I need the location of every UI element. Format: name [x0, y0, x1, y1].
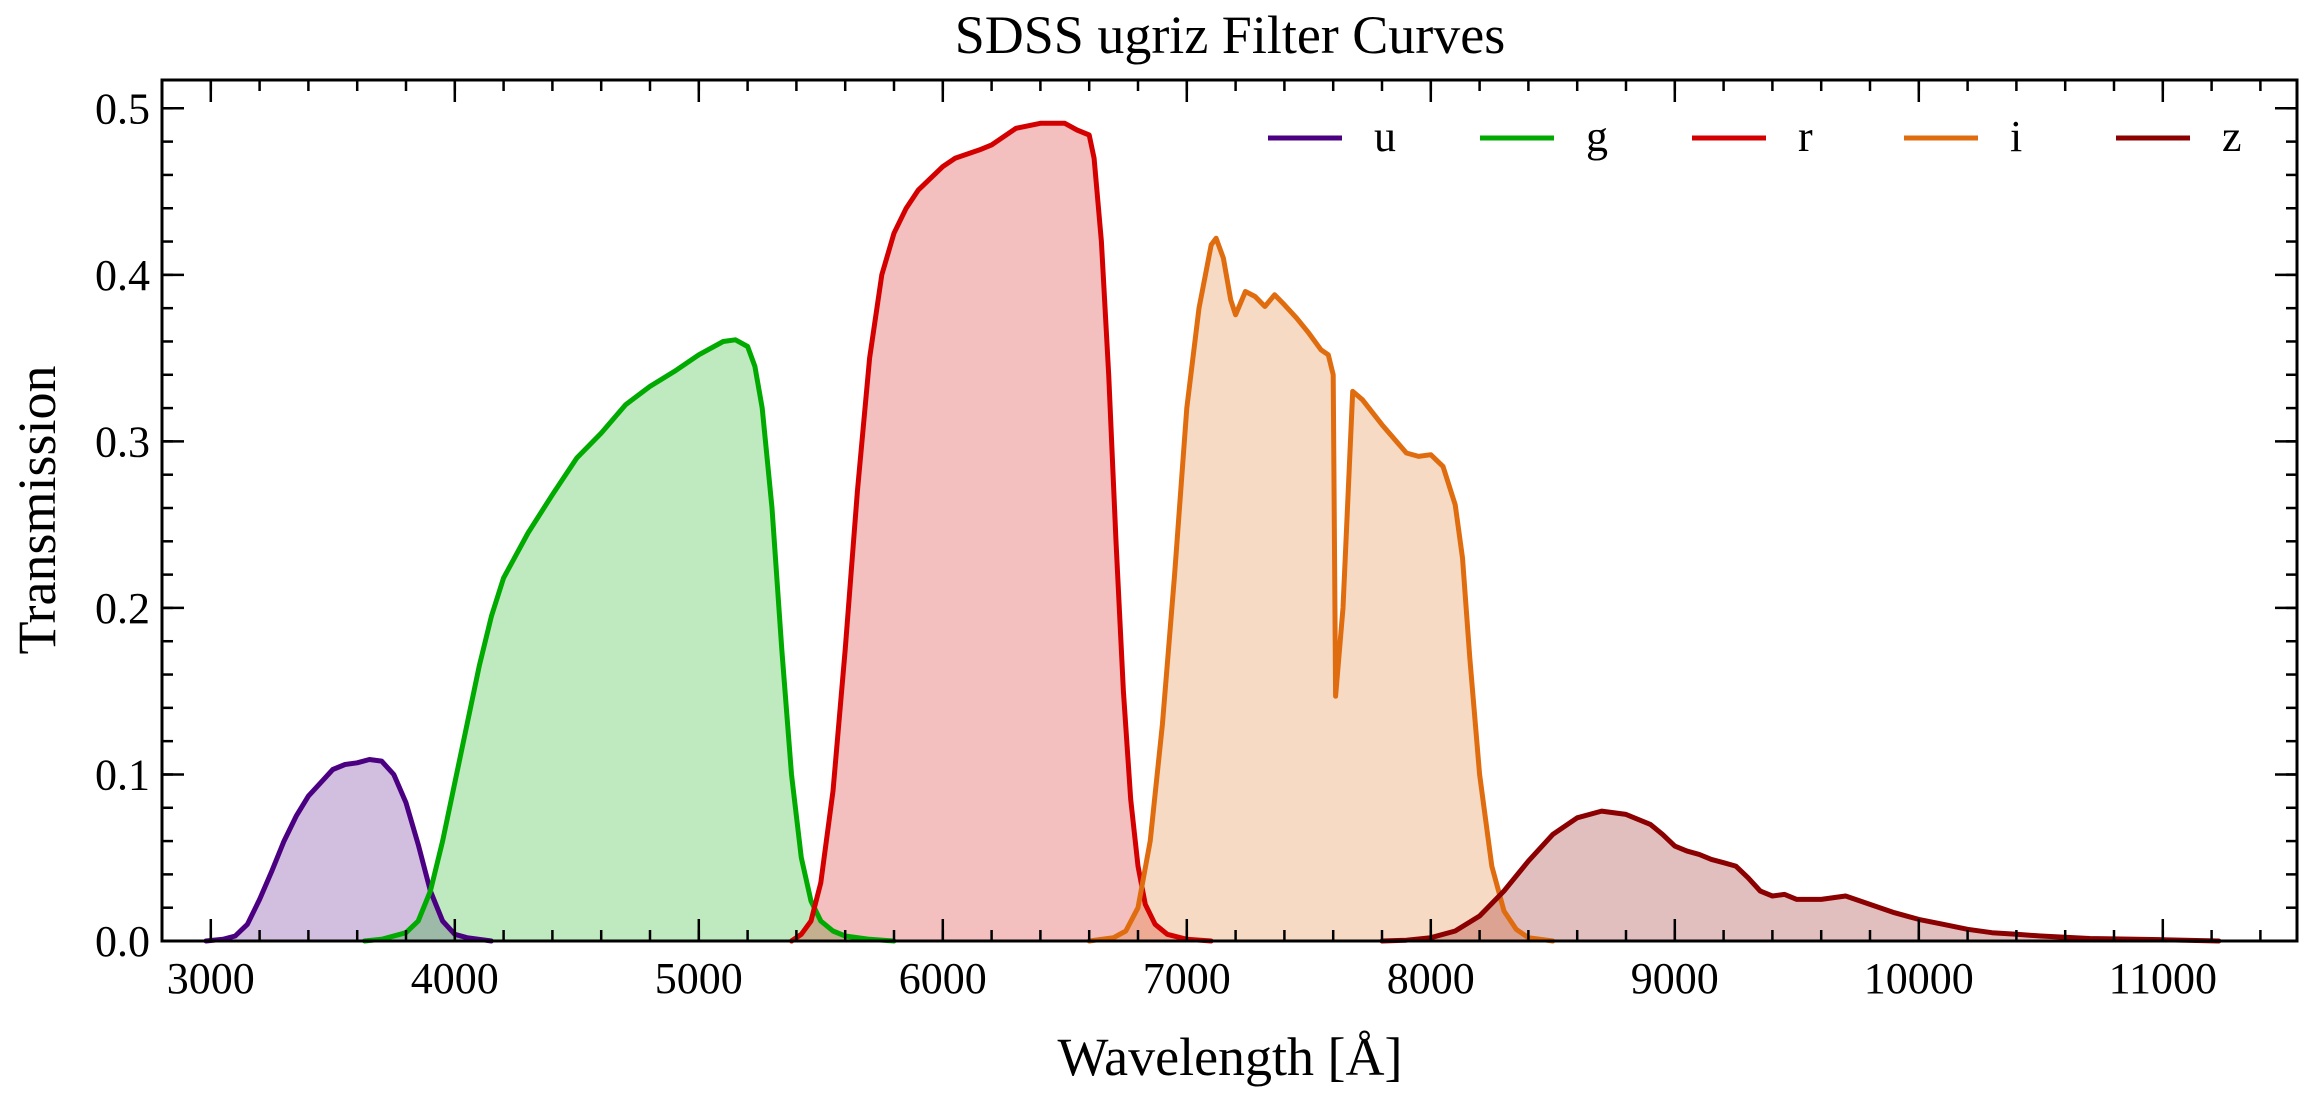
y-tick-label: 0.3 — [95, 417, 150, 466]
y-tick-label: 0.1 — [95, 750, 150, 799]
series-z-line — [1379, 808, 2222, 944]
x-tick-label: 3000 — [167, 954, 255, 1003]
y-tick-label: 0.0 — [95, 917, 150, 966]
series-i-fill — [1089, 238, 1553, 941]
x-tick-label: 8000 — [1387, 954, 1475, 1003]
x-tick-label: 4000 — [411, 954, 499, 1003]
series-i-line — [1086, 235, 1556, 944]
y-tick-label: 0.4 — [95, 251, 150, 300]
series-u-line — [203, 757, 494, 944]
series-g-line — [362, 337, 897, 944]
chart-title: SDSS ugriz Filter Curves — [955, 5, 1506, 65]
series-g-fill — [364, 339, 894, 941]
series-r-line — [789, 120, 1214, 944]
series-r-fill — [791, 123, 1212, 942]
y-axis-label: Transmission — [7, 365, 67, 654]
x-tick-label: 7000 — [1143, 954, 1231, 1003]
legend-label-r: r — [1798, 112, 1813, 161]
legend-label-g: g — [1586, 112, 1608, 161]
legend-label-z: z — [2222, 112, 2242, 161]
x-tick-label: 5000 — [655, 954, 743, 1003]
legend-label-u: u — [1374, 112, 1396, 161]
y-tick-label: 0.2 — [95, 584, 150, 633]
x-tick-label: 6000 — [899, 954, 987, 1003]
x-axis-label: Wavelength [Å] — [1057, 1027, 1402, 1087]
x-tick-label: 11000 — [2109, 954, 2217, 1003]
plot-frame — [160, 78, 2299, 943]
y-tick-label: 0.5 — [95, 84, 150, 133]
x-tick-label: 10000 — [1864, 954, 1974, 1003]
legend-label-i: i — [2010, 112, 2022, 161]
series-u-fill — [205, 759, 492, 941]
x-tick-label: 9000 — [1631, 954, 1719, 1003]
series-z-fill — [1382, 811, 2219, 941]
